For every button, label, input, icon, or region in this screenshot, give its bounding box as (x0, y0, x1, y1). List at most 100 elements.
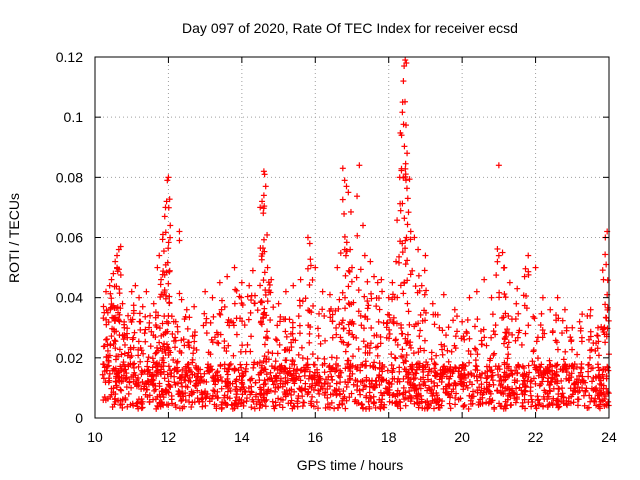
data-point (345, 189, 352, 196)
data-point (164, 371, 171, 378)
data-point (341, 210, 348, 217)
data-point (554, 346, 561, 353)
data-point (172, 334, 179, 341)
data-point (275, 300, 282, 307)
data-point (128, 384, 135, 391)
data-point (165, 245, 172, 252)
data-point (224, 371, 231, 378)
data-point (587, 306, 594, 313)
data-point (597, 401, 604, 408)
data-point (452, 364, 459, 371)
data-point (260, 168, 267, 175)
data-point (233, 287, 240, 294)
data-point (599, 371, 606, 378)
data-point (361, 293, 368, 300)
data-point (301, 399, 308, 406)
data-point (431, 360, 438, 367)
data-point (462, 374, 469, 381)
data-point (309, 393, 316, 400)
data-point (402, 335, 409, 342)
x-tick-label: 16 (307, 429, 323, 445)
data-point (424, 376, 431, 383)
data-point (141, 330, 148, 337)
data-point (265, 349, 272, 356)
data-point (165, 239, 172, 246)
data-point (257, 282, 264, 289)
data-point (450, 317, 457, 324)
data-point (217, 361, 224, 368)
data-point (424, 405, 431, 412)
data-point (568, 338, 575, 345)
x-tick-label: 14 (234, 429, 250, 445)
data-point (340, 388, 347, 395)
data-point (167, 234, 174, 241)
data-point (209, 294, 216, 301)
data-point (112, 391, 119, 398)
data-point (363, 392, 370, 399)
data-point (291, 361, 298, 368)
data-point (392, 336, 399, 343)
data-point (224, 273, 231, 280)
data-point (158, 399, 165, 406)
data-point (348, 390, 355, 397)
data-point (173, 359, 180, 366)
data-point (165, 174, 172, 181)
data-point (245, 316, 252, 323)
data-point (444, 347, 451, 354)
data-point (357, 378, 364, 385)
data-point (250, 364, 257, 371)
data-point (448, 348, 455, 355)
data-point (172, 381, 179, 388)
data-point (466, 359, 473, 366)
data-point (366, 389, 373, 396)
data-point (421, 267, 428, 274)
data-point (233, 394, 240, 401)
data-point (360, 338, 367, 345)
data-point (144, 386, 151, 393)
data-point (513, 300, 520, 307)
data-point (328, 373, 335, 380)
data-point (281, 366, 288, 373)
data-point (417, 311, 424, 318)
x-tick-label: 20 (454, 429, 470, 445)
data-point (422, 252, 429, 259)
data-point (386, 392, 393, 399)
data-point (143, 288, 150, 295)
data-point (444, 390, 451, 397)
data-point (216, 310, 223, 317)
data-point (532, 380, 539, 387)
y-tick-label: 0.06 (56, 230, 83, 246)
data-point (496, 294, 503, 301)
data-point (251, 300, 258, 307)
data-point (461, 401, 468, 408)
data-point (263, 371, 270, 378)
data-point (501, 264, 508, 271)
data-point (478, 341, 485, 348)
data-point (342, 252, 349, 259)
data-point (340, 325, 347, 332)
data-point (296, 322, 303, 329)
data-point (182, 390, 189, 397)
data-point (202, 288, 209, 295)
data-point (306, 281, 313, 288)
data-point (605, 367, 612, 374)
data-point (131, 360, 138, 367)
data-point (535, 401, 542, 408)
data-point (155, 403, 162, 410)
data-point (165, 363, 172, 370)
data-point (306, 339, 313, 346)
data-point (473, 288, 480, 295)
data-point (269, 378, 276, 385)
data-point (470, 388, 477, 395)
data-point (416, 333, 423, 340)
data-point (575, 396, 582, 403)
data-point (463, 328, 470, 335)
data-point (405, 308, 412, 315)
data-point (471, 345, 478, 352)
data-point (213, 405, 220, 412)
data-point (203, 393, 210, 400)
data-point (417, 385, 424, 392)
data-point (339, 400, 346, 407)
data-point (111, 337, 118, 344)
data-point (398, 330, 405, 337)
